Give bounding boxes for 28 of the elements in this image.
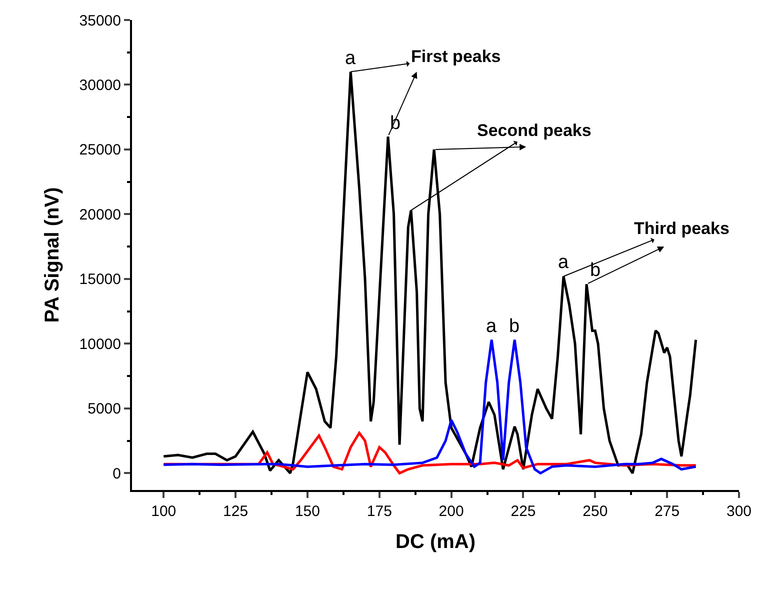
x-tick-label: 100 — [151, 503, 176, 520]
annotation: a — [558, 252, 569, 273]
y-tick-label: 5000 — [88, 400, 121, 418]
y-tick-label: 35000 — [79, 12, 121, 30]
y-axis-title: PA Signal (nV) — [41, 187, 64, 323]
x-tick-label: 300 — [726, 503, 752, 520]
x-tick-label: 175 — [366, 503, 392, 520]
x-tick-label: 200 — [438, 503, 464, 520]
annotation: Third peaks — [634, 219, 730, 238]
x-tick-label: 250 — [582, 503, 608, 520]
x-tick-label: 225 — [510, 503, 536, 520]
annotation: Second peaks — [477, 121, 592, 140]
x-tick-label: 150 — [294, 503, 320, 520]
x-axis-title: DC (mA) — [396, 531, 476, 553]
line-series — [162, 338, 698, 474]
annotation: b — [590, 260, 601, 281]
annotation: a — [486, 316, 497, 337]
y-tick-label: 0 — [112, 465, 121, 482]
annotation: First peaks — [411, 47, 501, 66]
y-tick-label: 15000 — [79, 271, 121, 288]
y-tick-label: 25000 — [79, 142, 121, 159]
y-tick-label: 20000 — [79, 206, 121, 224]
x-tick-label: 275 — [654, 503, 680, 520]
y-tick-label: 30000 — [79, 76, 121, 94]
y-tick-label: 10000 — [79, 336, 121, 353]
annotation: b — [509, 316, 520, 337]
annotation: a — [345, 48, 356, 69]
x-tick-label: 125 — [223, 503, 248, 520]
